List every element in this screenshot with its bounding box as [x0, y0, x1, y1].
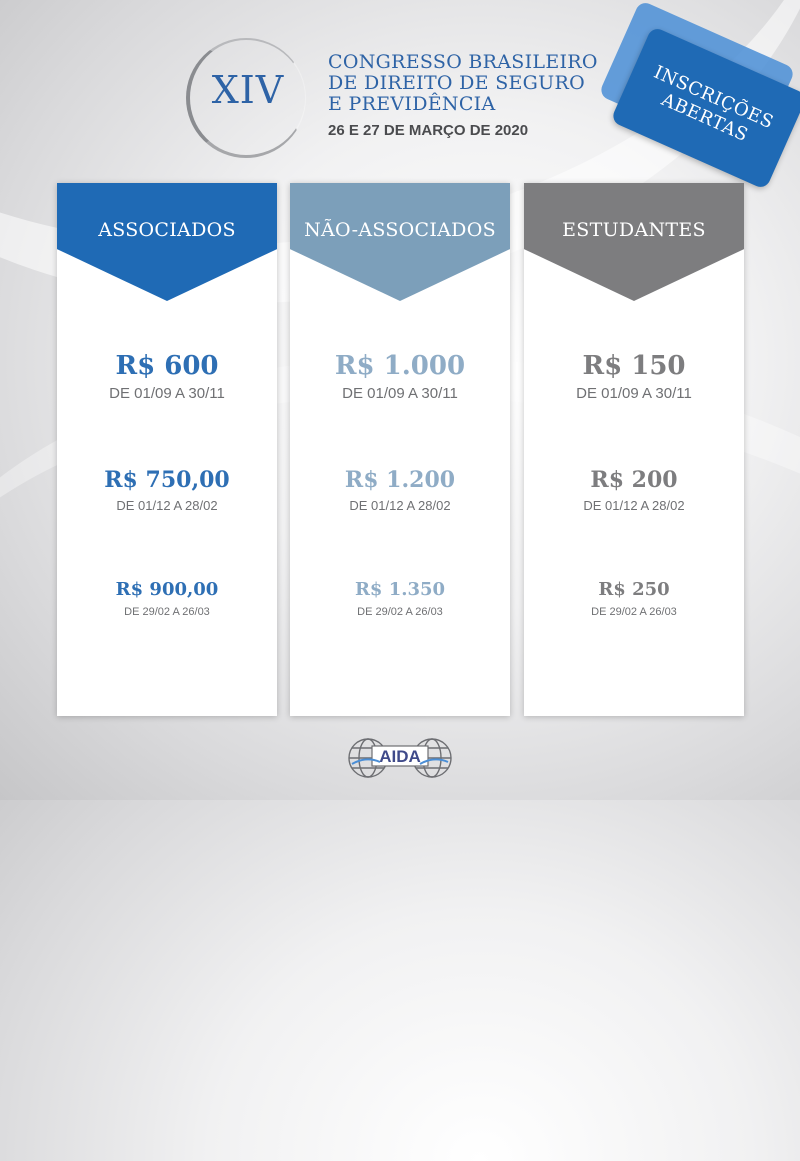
- date-range: DE 01/09 A 30/11: [342, 385, 458, 402]
- price-tier: R$ 900,00 DE 29/02 A 26/03: [57, 579, 277, 618]
- pricing-card-associados: ASSOCIADOS R$ 600 DE 01/09 A 30/11 R$ 75…: [57, 183, 277, 716]
- event-title: CONGRESSO BRASILEIRO DE DIREITO DE SEGUR…: [328, 52, 608, 115]
- price-value: R$ 1.000: [334, 351, 466, 381]
- card-header: ASSOCIADOS: [57, 183, 277, 301]
- price-tier: R$ 1.000 DE 01/09 A 30/11: [290, 351, 510, 402]
- date-range: DE 01/12 A 28/02: [116, 498, 218, 513]
- price-value: R$ 1.350: [354, 579, 446, 600]
- price-tier: R$ 1.350 DE 29/02 A 26/03: [290, 579, 510, 618]
- price-value: R$ 600: [115, 351, 219, 381]
- logo-text: AIDA: [379, 747, 421, 766]
- card-title: NÃO-ASSOCIADOS: [304, 219, 496, 241]
- date-range: DE 29/02 A 26/03: [357, 606, 443, 618]
- price-tier: R$ 1.200 DE 01/12 A 28/02: [290, 467, 510, 513]
- aida-logo: AIDA: [346, 726, 454, 788]
- date-range: DE 29/02 A 26/03: [124, 606, 210, 618]
- date-range: DE 01/09 A 30/11: [109, 385, 225, 402]
- card-title: ASSOCIADOS: [98, 219, 236, 241]
- price-value: R$ 750,00: [104, 467, 230, 493]
- price-value: R$ 200: [590, 467, 678, 493]
- date-range: DE 01/12 A 28/02: [583, 498, 685, 513]
- event-title-line: CONGRESSO BRASILEIRO: [328, 51, 598, 73]
- date-range: DE 01/12 A 28/02: [349, 498, 451, 513]
- edition-number: XIV: [211, 68, 285, 112]
- card-header: NÃO-ASSOCIADOS: [290, 183, 510, 301]
- price-tier: R$ 600 DE 01/09 A 30/11: [57, 351, 277, 402]
- event-title-line: DE DIREITO DE SEGURO: [328, 72, 585, 94]
- event-date: 26 E 27 DE MARÇO DE 2020: [328, 122, 529, 139]
- pricing-card-nao-associados: NÃO-ASSOCIADOS R$ 1.000 DE 01/09 A 30/11…: [290, 183, 510, 716]
- event-title-line: E PREVIDÊNCIA: [328, 93, 496, 115]
- date-range: DE 01/09 A 30/11: [576, 385, 692, 402]
- price-tier: R$ 750,00 DE 01/12 A 28/02: [57, 467, 277, 513]
- price-value: R$ 150: [582, 351, 686, 381]
- card-header: ESTUDANTES: [524, 183, 744, 301]
- price-tier: R$ 200 DE 01/12 A 28/02: [524, 467, 744, 513]
- price-value: R$ 900,00: [115, 579, 219, 600]
- price-tier: R$ 250 DE 29/02 A 26/03: [524, 579, 744, 618]
- card-title: ESTUDANTES: [562, 219, 706, 241]
- price-tier: R$ 150 DE 01/09 A 30/11: [524, 351, 744, 402]
- date-range: DE 29/02 A 26/03: [591, 606, 677, 618]
- price-value: R$ 250: [598, 579, 670, 600]
- edition-ring: [186, 38, 306, 158]
- globe-icon: AIDA: [348, 738, 452, 778]
- pricing-card-estudantes: ESTUDANTES R$ 150 DE 01/09 A 30/11 R$ 20…: [524, 183, 744, 716]
- price-value: R$ 1.200: [344, 467, 456, 493]
